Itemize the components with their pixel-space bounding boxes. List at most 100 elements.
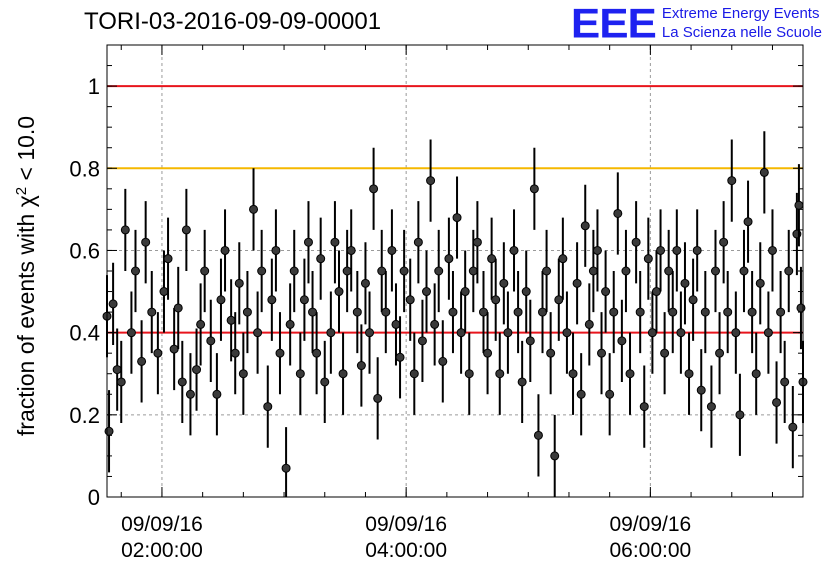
- data-point: [739, 266, 749, 276]
- data-point: [727, 176, 737, 186]
- y-label-superscript: 2: [13, 187, 30, 195]
- logo-line-1: Extreme Energy Events: [661, 5, 820, 22]
- data-point: [715, 348, 725, 358]
- data-point: [173, 303, 183, 313]
- data-point: [521, 287, 531, 297]
- data-point: [153, 348, 163, 358]
- x-tick-label-date: 09/09/16: [121, 513, 203, 536]
- x-tick-label-time: 02:00:00: [121, 539, 203, 562]
- data-point: [295, 369, 305, 379]
- data-point: [588, 266, 598, 276]
- data-point: [631, 237, 641, 247]
- data-point: [664, 266, 674, 276]
- data-point: [601, 287, 611, 297]
- data-point: [352, 307, 362, 317]
- data-point: [584, 319, 594, 329]
- data-point: [464, 369, 474, 379]
- data-point: [137, 356, 147, 366]
- data-point: [130, 266, 140, 276]
- data-point: [377, 266, 387, 276]
- data-point: [163, 254, 173, 264]
- data-point: [509, 245, 519, 255]
- data-point: [159, 287, 169, 297]
- data-point: [592, 245, 602, 255]
- data-point: [503, 328, 513, 338]
- data-point: [360, 278, 370, 288]
- data-point: [120, 225, 130, 235]
- data-point: [289, 266, 299, 276]
- data-point: [700, 307, 710, 317]
- data-point: [759, 167, 769, 177]
- axes: 0 0.2 0.4 0.6 0.8 1 09/09/16 02:00:00 09/09/16 04…: [69, 45, 803, 562]
- data-point: [647, 328, 657, 338]
- data-point: [487, 254, 497, 264]
- data-point: [356, 361, 366, 371]
- y-tick-label: 0.4: [69, 321, 100, 346]
- data-point: [413, 237, 423, 247]
- data-point: [181, 225, 191, 235]
- data-point: [330, 237, 340, 247]
- data-point: [572, 278, 582, 288]
- data-point: [452, 213, 462, 223]
- data-point: [767, 245, 777, 255]
- data-point: [192, 365, 202, 375]
- y-tick-label: 0: [88, 485, 100, 510]
- data-point: [220, 245, 230, 255]
- data-point: [147, 307, 157, 317]
- data-point: [177, 377, 187, 387]
- data-point: [580, 221, 590, 231]
- data-point: [281, 463, 291, 473]
- y-tick-label: 1: [88, 74, 100, 99]
- data-point: [263, 402, 273, 412]
- data-point: [676, 328, 686, 338]
- data-point: [499, 278, 509, 288]
- y-tick-label: 0.8: [69, 156, 100, 181]
- data-point: [747, 307, 757, 317]
- x-tick-label-time: 04:00:00: [365, 539, 447, 562]
- data-point: [706, 402, 716, 412]
- data-point: [365, 328, 375, 338]
- data-point: [656, 245, 666, 255]
- data-point: [434, 266, 444, 276]
- data-point: [387, 245, 397, 255]
- data-point: [285, 319, 295, 329]
- data-point: [651, 287, 661, 297]
- data-point: [316, 254, 326, 264]
- data-point: [104, 426, 114, 436]
- y-tick-label: 0.6: [69, 238, 100, 263]
- data-point: [483, 348, 493, 358]
- data-point: [529, 184, 539, 194]
- data-point: [275, 348, 285, 358]
- data-point: [346, 245, 356, 255]
- grid-lines: [107, 45, 803, 497]
- data-point: [373, 393, 383, 403]
- data-point: [668, 307, 678, 317]
- eee-logo-text: Extreme Energy Events La Scienza nelle S…: [662, 2, 822, 42]
- data-point: [710, 266, 720, 276]
- data-point: [546, 348, 556, 358]
- data-point: [299, 295, 309, 305]
- data-point: [772, 397, 782, 407]
- data-point: [643, 254, 653, 264]
- x-tick-label-date: 09/09/16: [609, 513, 691, 536]
- data-point: [784, 266, 794, 276]
- data-series: [102, 131, 808, 497]
- y-tick-label: 0.2: [69, 403, 100, 428]
- data-point: [417, 336, 427, 346]
- data-point: [780, 377, 790, 387]
- data-point: [776, 307, 786, 317]
- data-point: [735, 410, 745, 420]
- data-point: [249, 204, 259, 214]
- data-point: [438, 356, 448, 366]
- data-point: [794, 200, 804, 210]
- data-point: [723, 307, 733, 317]
- data-point: [108, 299, 118, 309]
- data-point: [200, 266, 210, 276]
- data-point: [621, 266, 631, 276]
- data-point: [369, 184, 379, 194]
- data-point: [763, 328, 773, 338]
- data-point: [267, 295, 277, 305]
- data-point: [478, 307, 488, 317]
- y-label-text: fraction of events with χ: [13, 195, 39, 436]
- data-point: [116, 377, 126, 387]
